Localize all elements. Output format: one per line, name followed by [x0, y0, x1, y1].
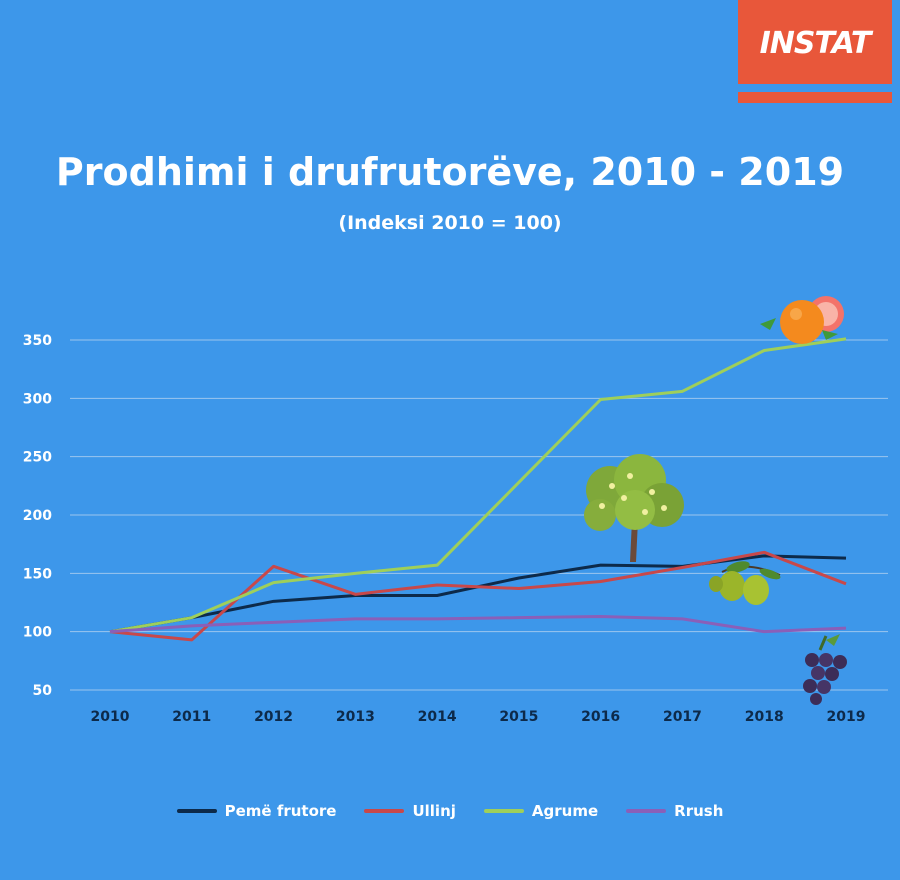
- legend-label: Pemë frutore: [224, 802, 337, 820]
- logo-underline-bar: [738, 92, 892, 103]
- instat-logo: INSTAT: [738, 0, 892, 84]
- y-tick-label: 150: [23, 566, 52, 582]
- legend-swatch: [626, 809, 667, 813]
- x-tick-label: 2010: [91, 709, 130, 725]
- grapes-icon: [803, 634, 847, 705]
- legend-item: Rrush: [626, 802, 723, 820]
- grid-lines: [70, 339, 888, 691]
- legend-item: Agrume: [483, 802, 599, 820]
- series-lines: [109, 337, 847, 642]
- y-tick-label: 300: [23, 391, 52, 407]
- x-tick-label: 2014: [418, 709, 457, 725]
- y-tick-label: 350: [23, 333, 52, 349]
- tree-icon: [584, 454, 684, 562]
- x-tick-label: 2016: [581, 709, 620, 725]
- legend-swatch: [483, 809, 524, 813]
- legend-label: Agrume: [531, 802, 599, 820]
- x-tick-label: 2013: [336, 709, 375, 725]
- citrus-icon: [760, 296, 844, 344]
- olives-icon: [709, 561, 781, 605]
- y-tick-label: 100: [23, 625, 52, 641]
- x-tick-label: 2015: [499, 709, 538, 725]
- x-tick-label: 2011: [172, 709, 211, 725]
- legend-item: Pemë frutore: [176, 802, 337, 820]
- chart-subtitle: (Indeksi 2010 = 100): [338, 212, 562, 234]
- legend-swatch: [364, 809, 405, 813]
- logo-text: INSTAT: [759, 26, 872, 61]
- y-axis-tick-labels: 50 100 150 200 250 300 350: [23, 333, 52, 699]
- x-tick-label: 2018: [745, 709, 784, 725]
- series-line-ullinj: [109, 550, 847, 642]
- y-tick-label: 200: [23, 508, 52, 524]
- x-axis-tick-labels: 2010 2011 2012 2013 2014 2015 2016 2017 2018 2019: [91, 709, 866, 725]
- legend-label: Ullinj: [412, 802, 456, 820]
- legend-item: Ullinj: [364, 802, 456, 820]
- series-line-agrume: [109, 337, 847, 634]
- x-tick-label: 2012: [254, 709, 293, 725]
- chart-legend: Pemë frutore Ullinj Agrume Rrush: [0, 802, 900, 820]
- legend-label: Rrush: [674, 802, 724, 820]
- y-tick-label: 250: [23, 450, 52, 466]
- y-tick-label: 50: [33, 683, 53, 699]
- legend-swatch: [176, 809, 217, 813]
- x-tick-label: 2017: [663, 709, 702, 725]
- chart-title: Prodhimi i drufrutorëve, 2010 - 2019: [55, 150, 845, 194]
- series-line-rrush: [109, 615, 847, 634]
- x-tick-label: 2019: [827, 709, 866, 725]
